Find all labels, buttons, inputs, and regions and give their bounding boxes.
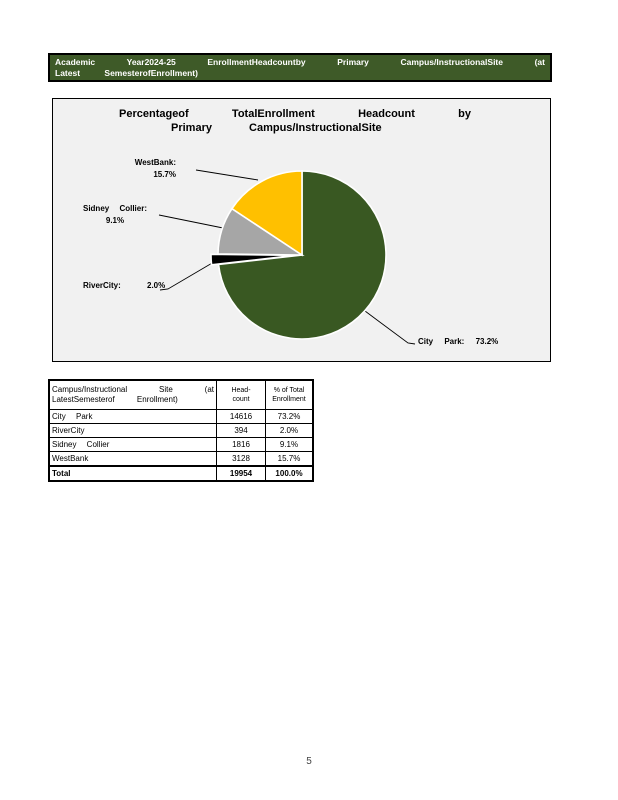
table-row: Sidney Collier 1816 9.1%	[48, 437, 314, 452]
pie-chart-svg	[158, 169, 416, 345]
callout-west-bank: WestBank: 15.7%	[126, 157, 176, 181]
callout-sidney-collier-name: Sidney Collier:	[82, 204, 147, 213]
page-number: 5	[306, 756, 312, 767]
callout-west-bank-name: WestBank:	[134, 158, 176, 167]
col-header-headcount: Head- count	[216, 379, 266, 410]
chart-title-line1: Percentageof TotalEnrollment Headcount b…	[119, 108, 471, 120]
pct-cell: 73.2%	[265, 409, 314, 424]
banner-line1: Academic Year2024-25 EnrollmentHeadcount…	[55, 57, 545, 67]
callout-sidney-collier: Sidney Collier: 9.1%	[81, 203, 149, 227]
pie-slice-river-city	[210, 253, 296, 266]
headcount-cell: 14616	[216, 409, 266, 424]
pie-chart-panel: Percentageof TotalEnrollment Headcount b…	[52, 98, 551, 362]
site-cell: RiverCity	[48, 423, 217, 438]
report-title-banner: Academic Year2024-25 EnrollmentHeadcount…	[48, 53, 552, 82]
headcount-cell: 3128	[216, 451, 266, 467]
total-headcount-cell: 19954	[216, 465, 266, 482]
table-total-row: Total 19954 100.0%	[48, 465, 314, 482]
leader-line-sidney-collier	[158, 214, 224, 229]
table-header-row: Campus/Instructional Site (at LatestSeme…	[48, 379, 314, 410]
chart-title-line2: Primary Campus/InstructionalSite	[171, 121, 382, 134]
pie-slice-west-bank	[230, 170, 303, 257]
total-label-cell: Total	[48, 465, 217, 482]
callout-sidney-collier-pct: 9.1%	[105, 216, 125, 225]
table-row: WestBank 3128 15.7%	[48, 451, 314, 467]
chart-title: Percentageof TotalEnrollment Headcount b…	[119, 108, 471, 135]
table-row: City Park 14616 73.2%	[48, 409, 314, 424]
site-cell: Sidney Collier	[48, 437, 217, 452]
callout-west-bank-pct: 15.7%	[153, 170, 176, 179]
pct-cell: 9.1%	[265, 437, 314, 452]
site-cell: City Park	[48, 409, 217, 424]
leader-line-west-bank	[195, 169, 259, 181]
callout-river-city: RiverCity: 2.0%	[83, 281, 166, 290]
col-header-site: Campus/Instructional Site (at LatestSeme…	[48, 379, 217, 410]
table-row: RiverCity 394 2.0%	[48, 423, 314, 438]
site-cell: WestBank	[48, 451, 217, 467]
callout-city-park: City Park: 73.2%	[418, 337, 499, 346]
headcount-cell: 1816	[216, 437, 266, 452]
banner-line2: Latest SemesterofEnrollment)	[55, 68, 198, 78]
leader-line-city-park	[364, 310, 416, 345]
col-header-pct: % of Total Enrollment	[265, 379, 314, 410]
enrollment-table: Campus/Instructional Site (at LatestSeme…	[48, 379, 314, 482]
total-pct-cell: 100.0%	[265, 465, 314, 482]
headcount-cell: 394	[216, 423, 266, 438]
pct-cell: 2.0%	[265, 423, 314, 438]
pct-cell: 15.7%	[265, 451, 314, 467]
leader-line-river-city	[159, 258, 220, 291]
